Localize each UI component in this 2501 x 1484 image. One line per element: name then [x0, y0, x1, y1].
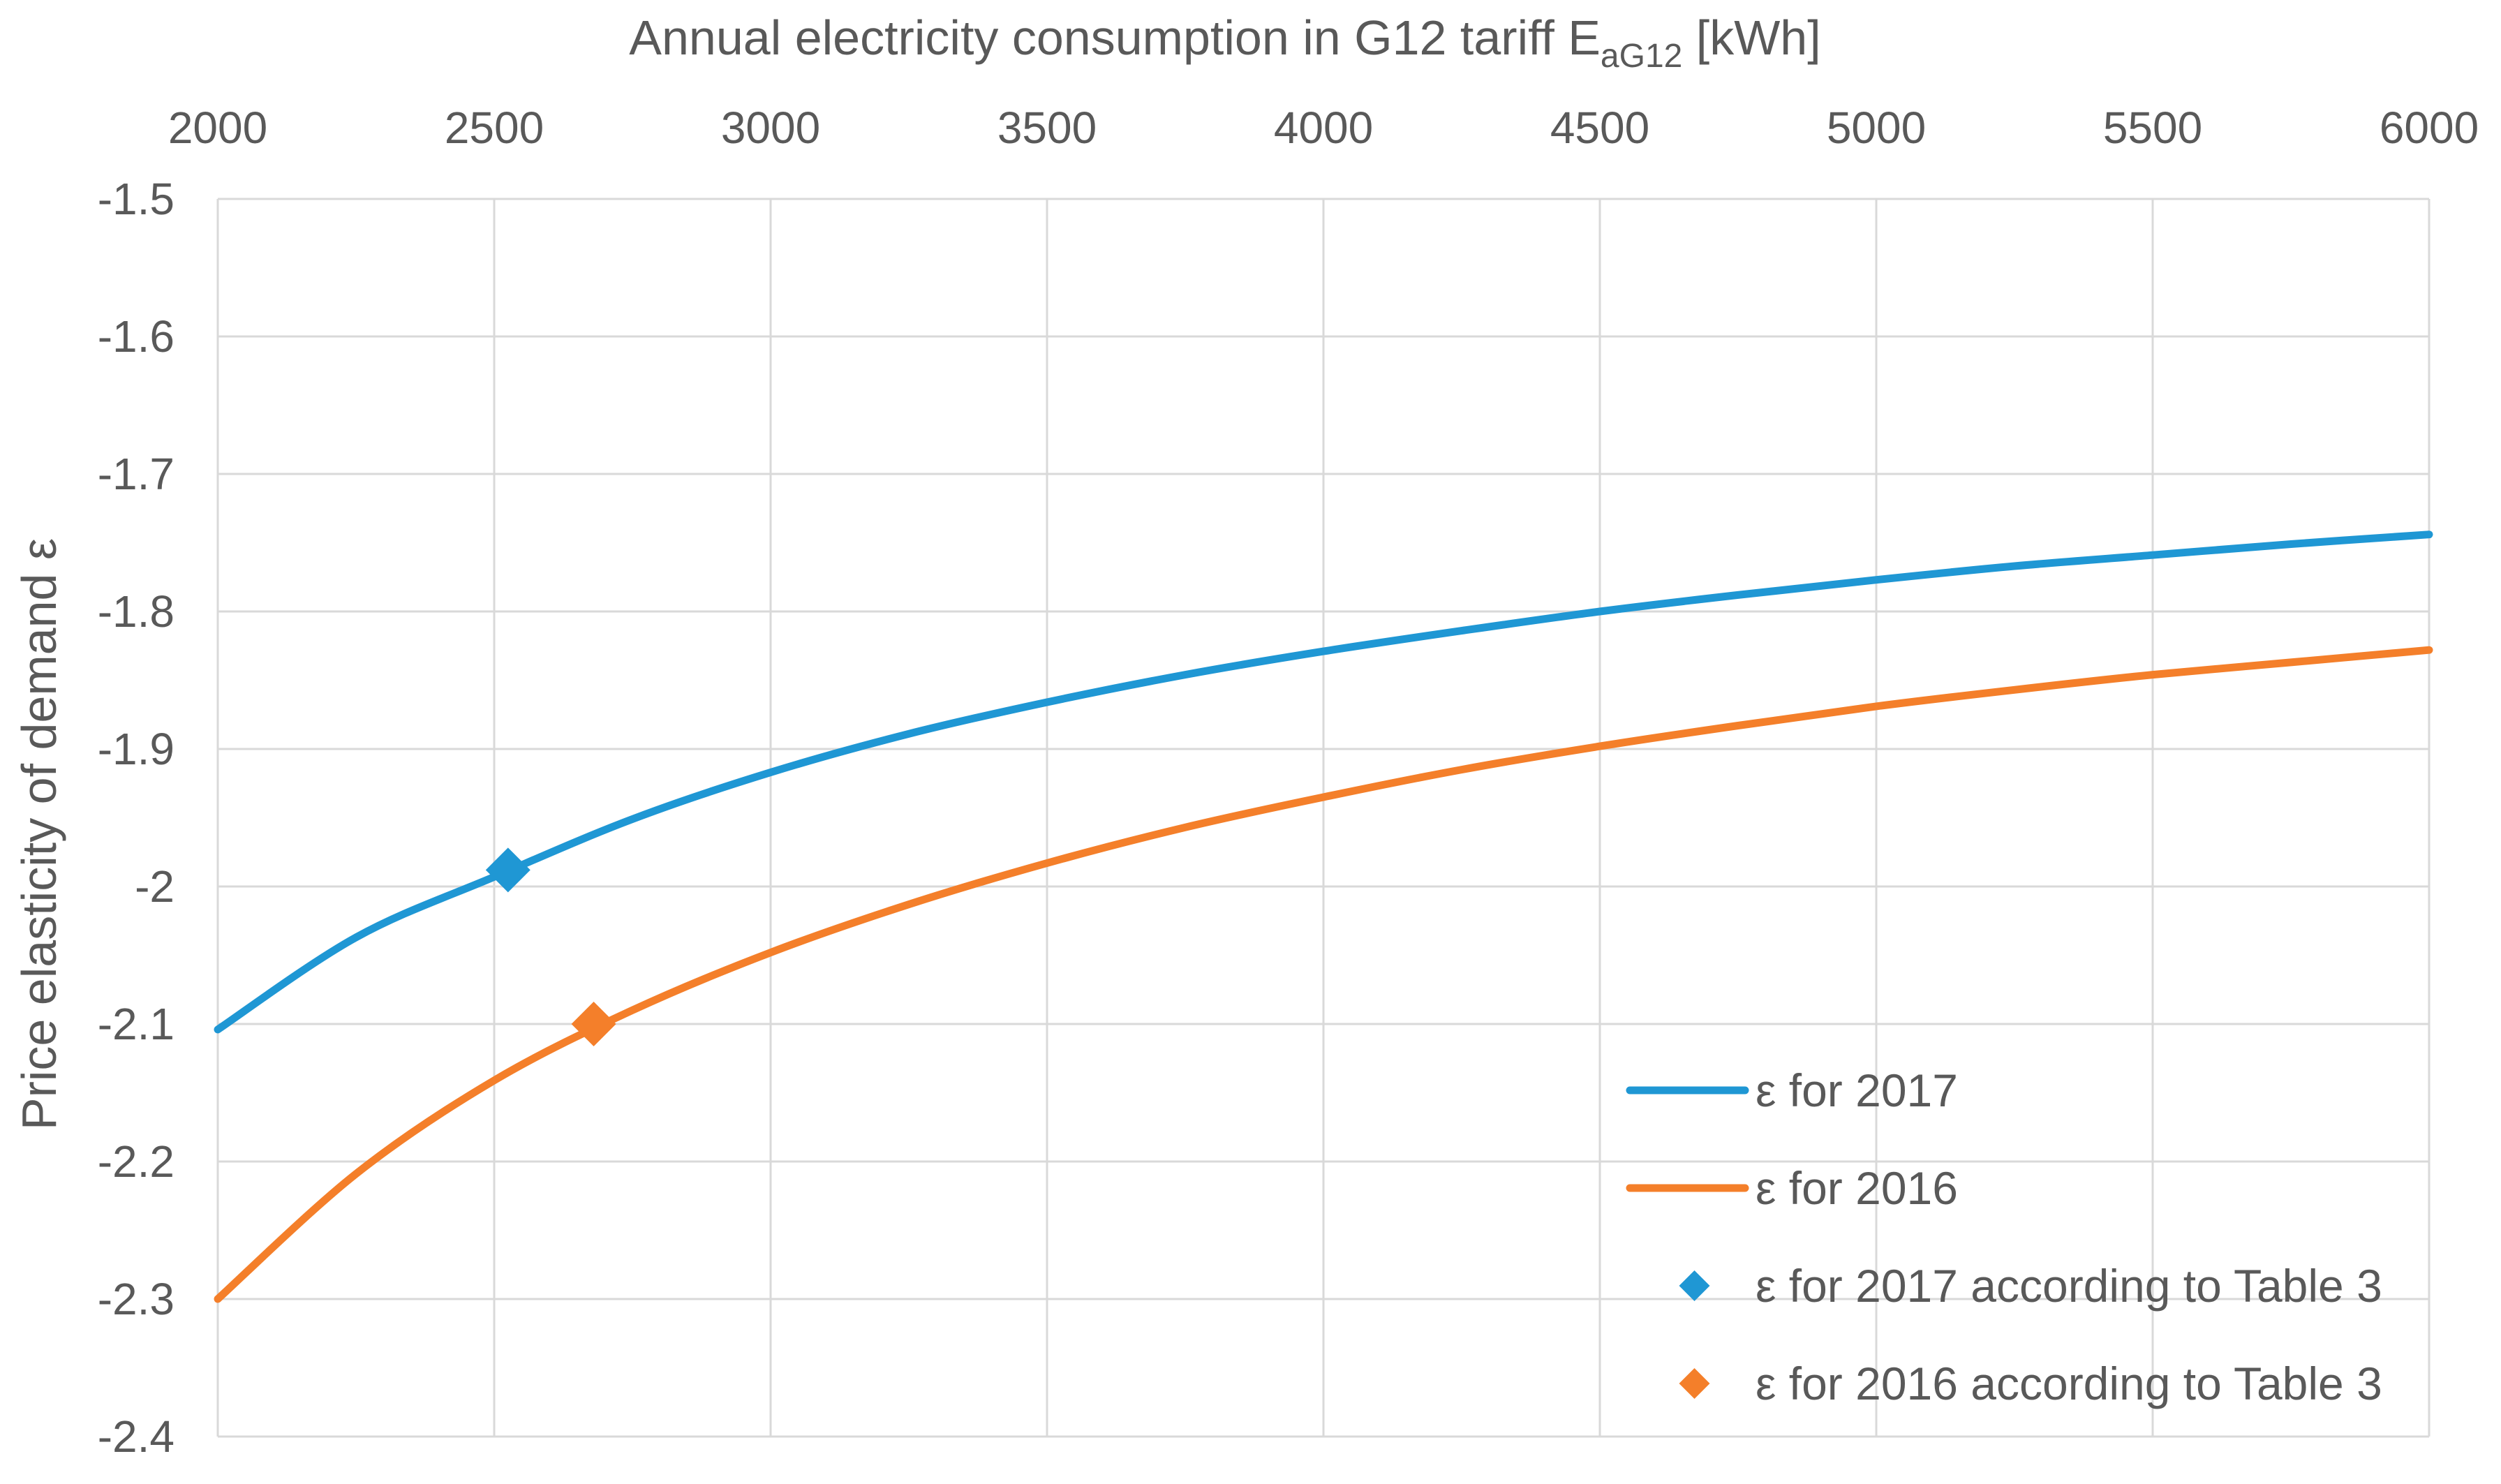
x-tick-label: 4000 — [1274, 103, 1373, 153]
x-tick-label: 2000 — [168, 103, 267, 153]
y-tick-label: -1.5 — [98, 174, 175, 224]
x-axis-title-subscript: aG12 — [1601, 38, 1682, 75]
legend-swatch-marker — [1679, 1368, 1710, 1399]
data-point-marker — [571, 1002, 616, 1046]
data-point-marker — [485, 847, 530, 893]
x-tick-label: 3000 — [721, 103, 820, 153]
x-tick-label: 6000 — [2380, 103, 2479, 153]
axis-titles: Annual electricity consumption in G12 ta… — [12, 10, 1821, 1130]
legend-label: ε for 2017 according to Table 3 — [1756, 1260, 2382, 1312]
series-line — [214, 530, 2433, 1034]
legend-swatch-marker — [1679, 1270, 1710, 1301]
y-tick-label: -1.6 — [98, 311, 175, 362]
y-tick-label: -2.4 — [98, 1411, 175, 1462]
x-tick-label: 3500 — [997, 103, 1097, 153]
series-line — [214, 646, 2433, 1303]
y-tick-label: -1.9 — [98, 724, 175, 774]
x-tick-label: 5500 — [2103, 103, 2202, 153]
x-tick-label: 4500 — [1550, 103, 1649, 153]
x-axis-title-main: Annual electricity consumption in G12 ta… — [629, 10, 1601, 65]
y-tick-label: -1.8 — [98, 586, 175, 637]
y-tick-label: -2.3 — [98, 1274, 175, 1324]
x-axis-title: Annual electricity consumption in G12 ta… — [629, 10, 1820, 75]
legend: ε for 2017 ε for 2016 ε for 2017 according… — [1626, 1064, 2382, 1409]
y-axis-title: Price elasticity of demand ε — [12, 538, 66, 1130]
legend-label: ε for 2016 according to Table 3 — [1756, 1358, 2382, 1409]
y-tick-label: -2.2 — [98, 1136, 175, 1187]
series-layer — [214, 530, 2433, 1303]
x-axis-title-unit: [kWh] — [1682, 10, 1820, 65]
y-tick-label: -2 — [135, 861, 175, 912]
y-tick-label: -2.1 — [98, 999, 175, 1049]
x-tick-label: 5000 — [1827, 103, 1926, 153]
legend-label: ε for 2016 — [1756, 1162, 1958, 1214]
x-tick-label: 2500 — [445, 103, 544, 153]
grid — [216, 198, 2431, 1438]
y-tick-label: -1.7 — [98, 449, 175, 499]
marker-layer — [485, 847, 616, 1046]
tick-labels: 2000 2500 3000 3500 4000 4500 5000 5500 6000 -1.5… — [98, 103, 2479, 1462]
legend-label: ε for 2017 — [1756, 1064, 1958, 1116]
